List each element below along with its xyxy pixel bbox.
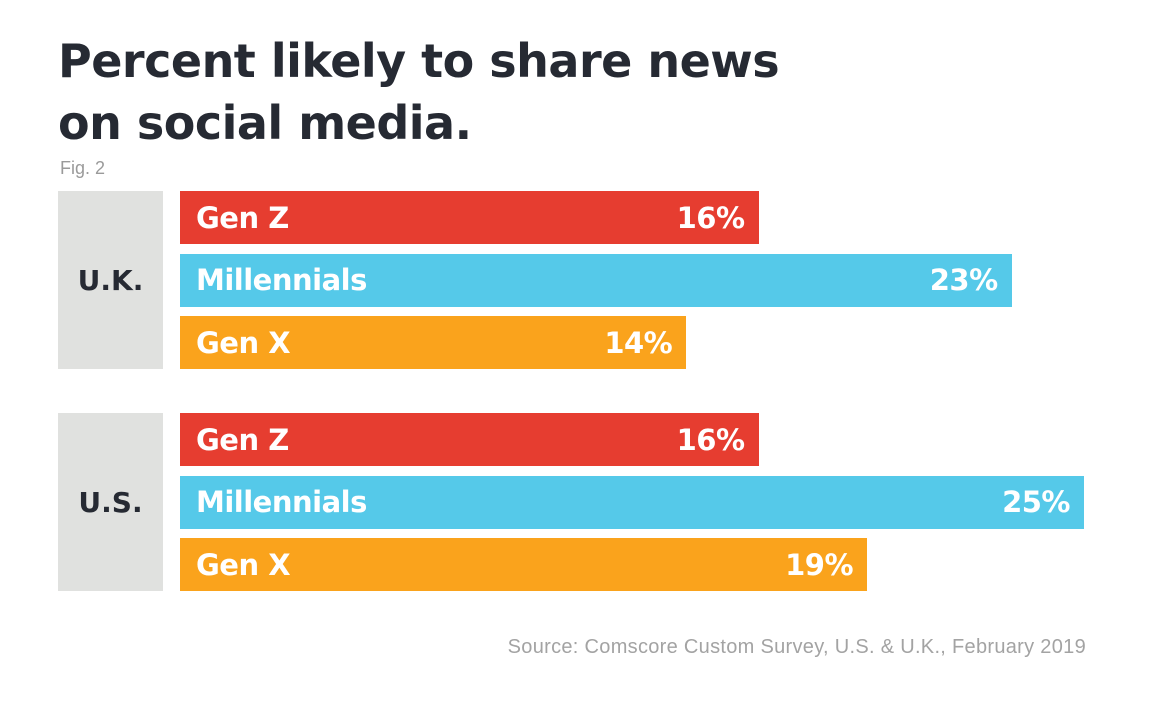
bar-value-label: 23% xyxy=(929,263,998,297)
group-label-us: U.S. xyxy=(58,413,163,591)
bar-gen-x: Gen X 19% xyxy=(180,538,868,591)
bar-value-label: 25% xyxy=(1002,485,1070,519)
bar-millennials: Millennials 25% xyxy=(180,475,1084,529)
bar-category-label: Millennials xyxy=(196,485,367,519)
bar-gen-z: Gen Z 16% xyxy=(180,413,759,466)
bar-category-label: Gen Z xyxy=(196,200,289,235)
figure-label: Fig. 2 xyxy=(60,158,106,178)
bar-category-label: Gen X xyxy=(196,547,291,582)
bar-category-label: Gen X xyxy=(196,325,291,360)
bar-gen-x: Gen X 14% xyxy=(180,316,687,369)
bar-category-label: Millennials xyxy=(196,263,367,297)
bar-category-label: Gen Z xyxy=(196,422,289,457)
bar-gen-z: Gen Z 16% xyxy=(180,191,759,244)
bar-millennials: Millennials 23% xyxy=(180,253,1012,307)
bar-value-label: 16% xyxy=(676,422,745,457)
source-note: Source: Comscore Custom Survey, U.S. & U… xyxy=(507,636,1086,658)
bar-value-label: 16% xyxy=(676,200,745,235)
bar-value-label: 19% xyxy=(785,547,854,582)
bar-value-label: 14% xyxy=(604,325,673,360)
group-label-uk: U.K. xyxy=(58,191,163,369)
chart-title: Percent likely to share news on social m… xyxy=(58,34,780,150)
